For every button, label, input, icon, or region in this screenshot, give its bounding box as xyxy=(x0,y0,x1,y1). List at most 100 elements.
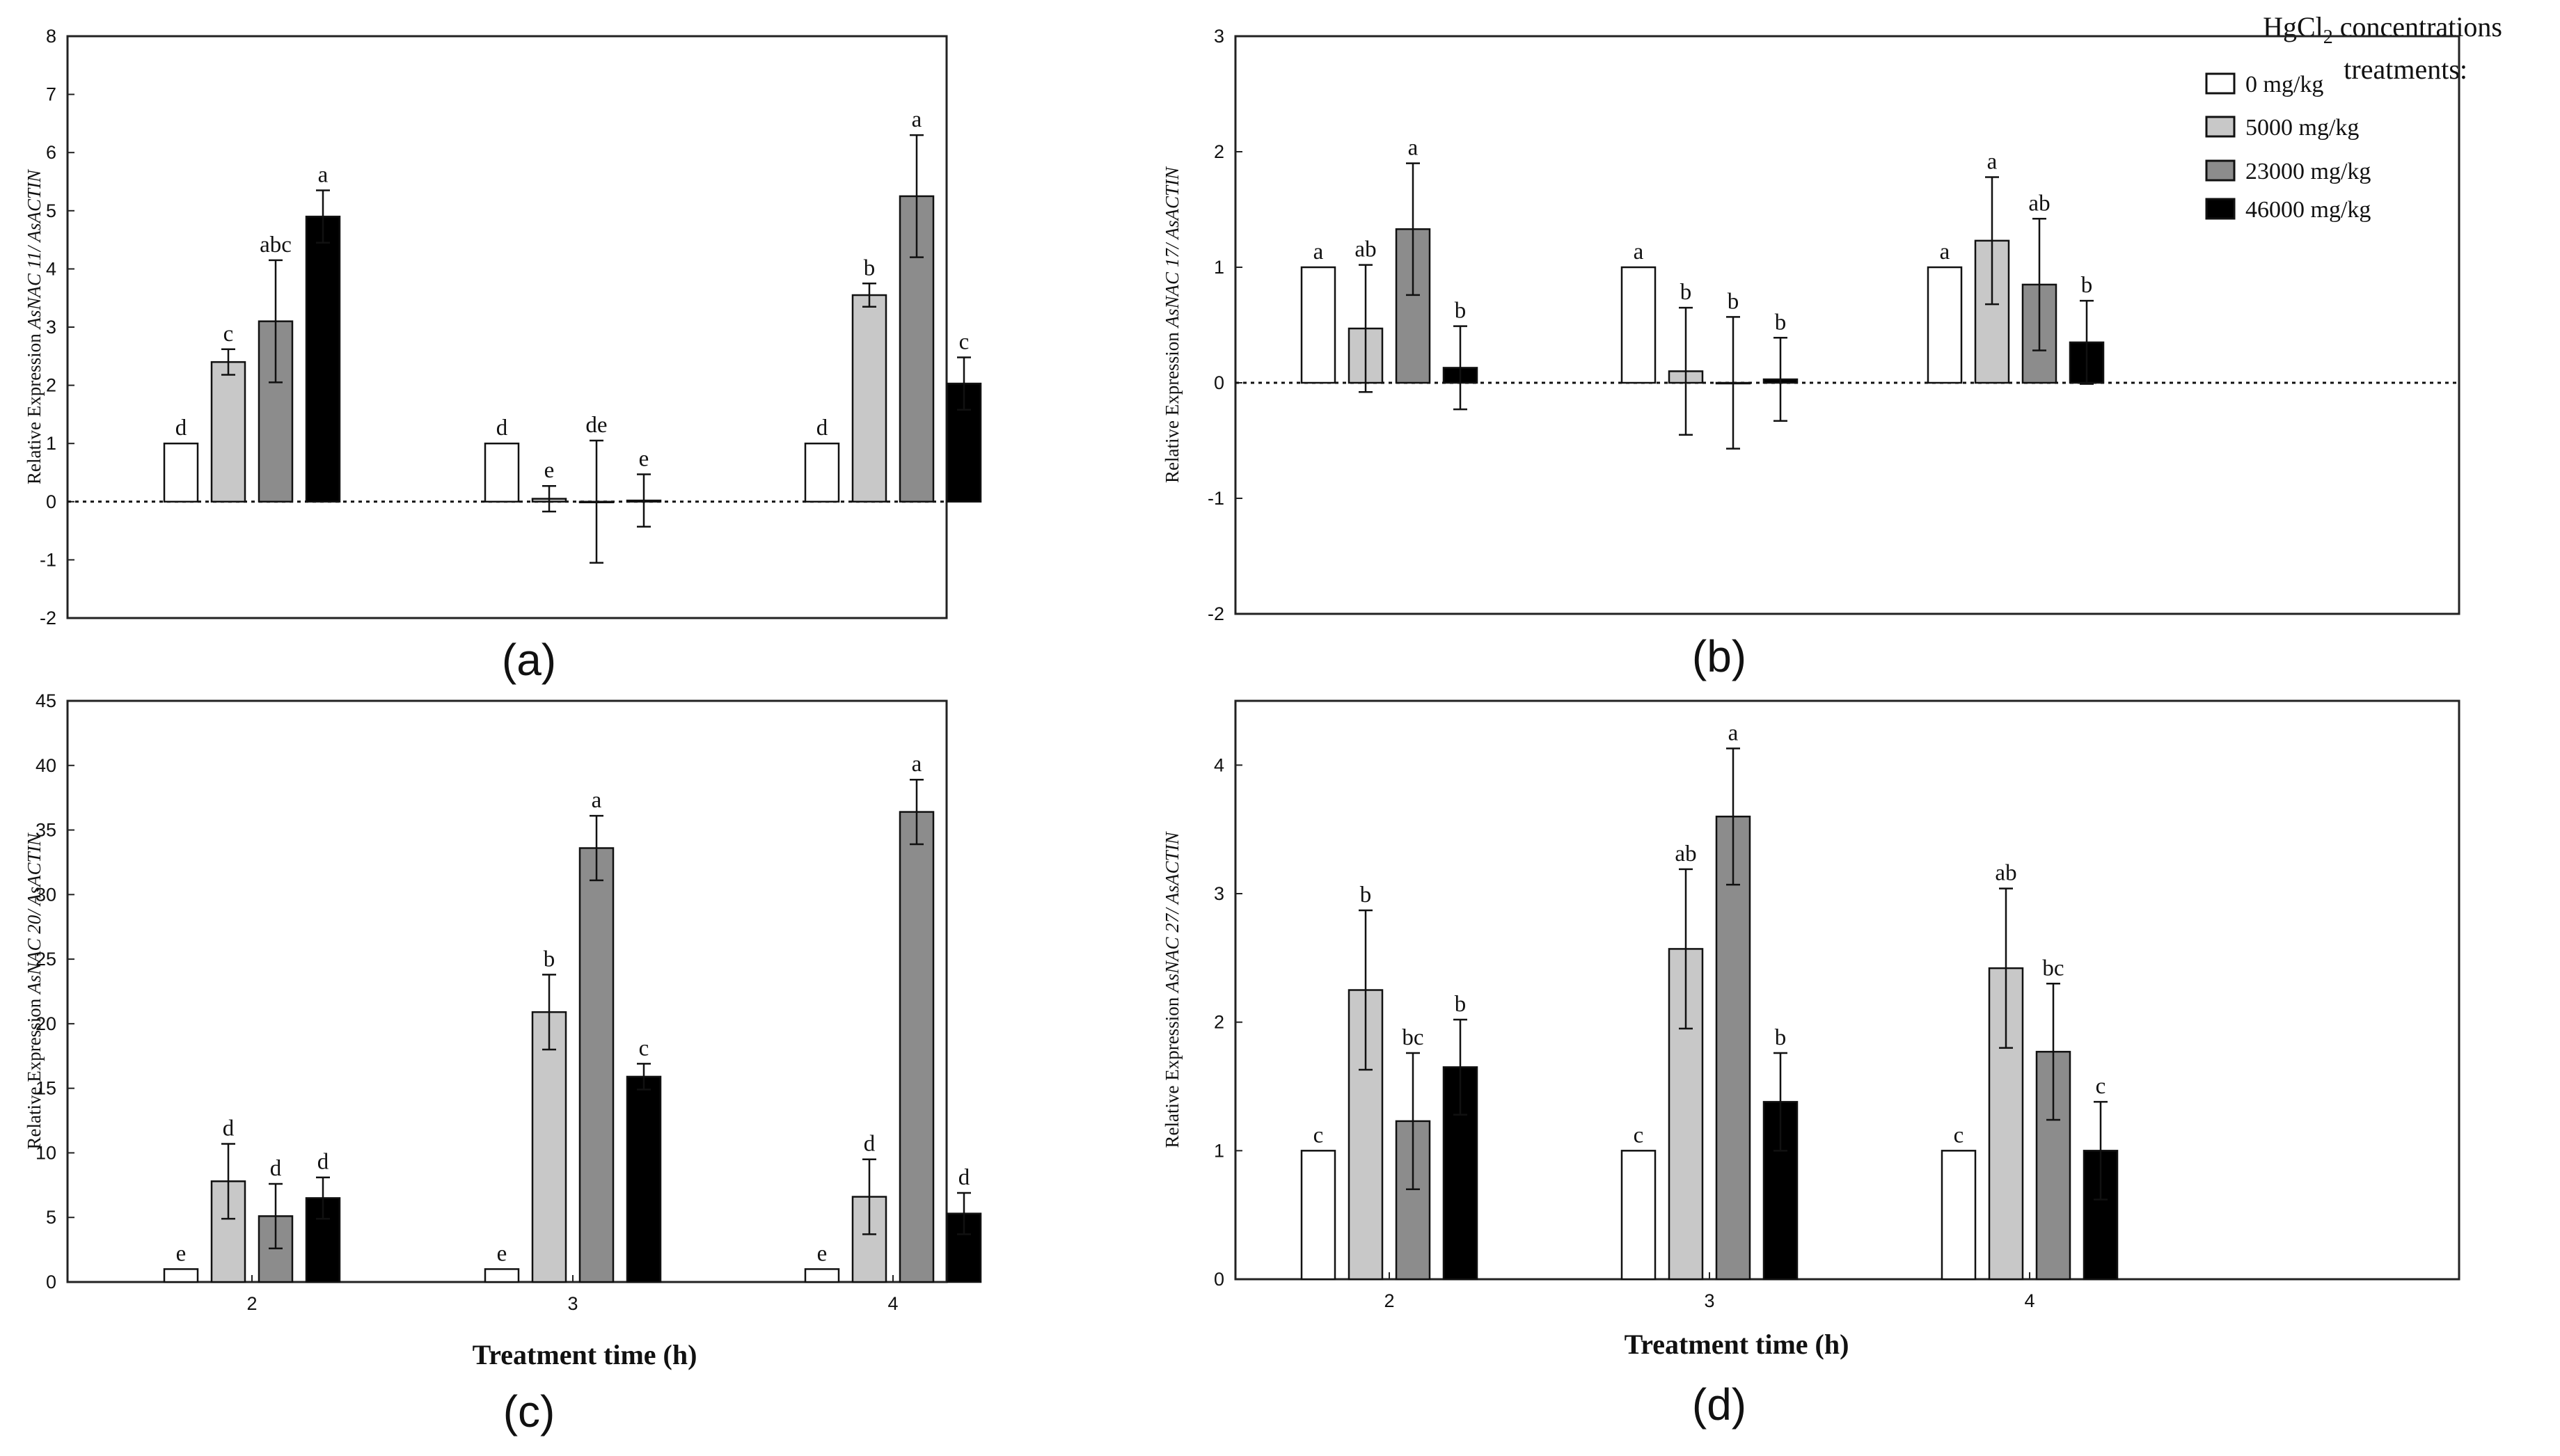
y-tick-label: -2 xyxy=(1208,603,1224,624)
significance-letter: a xyxy=(1987,150,1998,175)
significance-letter: b xyxy=(864,255,876,280)
significance-letter: ab xyxy=(1995,861,2016,886)
legend-label: 46000 mg/kg xyxy=(2245,197,2371,223)
significance-letter: e xyxy=(544,458,555,483)
chart-panel-a: -2 -1 0 1 2 3 4 5 6 7 8 Relative Expression AsNAC 1… xyxy=(24,26,982,685)
significance-letter: bc xyxy=(1402,1025,1423,1050)
y-tick-label: 1 xyxy=(1214,257,1224,278)
bar xyxy=(1300,266,1336,384)
significance-letter: a xyxy=(912,107,922,132)
significance-letter: d xyxy=(864,1132,876,1157)
bar xyxy=(1300,1150,1336,1281)
bar xyxy=(1620,1150,1657,1281)
significance-letter: d xyxy=(270,1156,282,1181)
significance-letter: b xyxy=(1728,289,1739,314)
y-tick-label: 40 xyxy=(35,755,56,776)
bar xyxy=(1927,266,1963,384)
y-tick-label: -1 xyxy=(40,549,56,570)
y-tick-label: 0 xyxy=(1214,372,1224,393)
bar xyxy=(899,811,935,1283)
legend-swatch xyxy=(2205,198,2236,220)
significance-letter: e xyxy=(497,1241,507,1266)
chart-panel-d: 0 1 2 3 4 Relative Expression AsNAC 27/ AsACT… xyxy=(1162,699,2460,1430)
y-tick-label: 2 xyxy=(1214,141,1224,162)
significance-letter: a xyxy=(1313,239,1324,264)
y-tick-label: -1 xyxy=(1208,488,1224,509)
significance-letter: d xyxy=(317,1150,329,1175)
significance-letter: a xyxy=(1728,720,1739,745)
legend-title-line2: treatments: xyxy=(2344,54,2467,85)
significance-letter: b xyxy=(1360,883,1372,908)
y-tick-label: 8 xyxy=(46,26,56,47)
panel-label: (a) xyxy=(502,635,556,685)
bar xyxy=(851,294,887,503)
x-tick-label: 3 xyxy=(1704,1290,1714,1311)
significance-letter: d xyxy=(816,416,828,441)
significance-letter: d xyxy=(175,416,187,441)
bar xyxy=(484,1268,520,1283)
significance-letter: a xyxy=(318,163,329,188)
significance-letter: c xyxy=(1954,1123,1964,1148)
significance-letter: b xyxy=(2081,273,2093,298)
y-tick-label: 3 xyxy=(46,317,56,338)
y-tick-label: 4 xyxy=(46,258,56,279)
y-tick-label: 5 xyxy=(46,200,56,221)
legend-swatch xyxy=(2205,116,2236,138)
significance-letter: c xyxy=(223,322,234,347)
significance-letter: c xyxy=(959,329,970,354)
bar xyxy=(1620,266,1657,384)
plot-frame xyxy=(1234,699,2460,1281)
y-tick-label: 2 xyxy=(1214,1012,1224,1033)
x-tick-label: 2 xyxy=(246,1293,257,1314)
significance-letter: ab xyxy=(1675,841,1696,867)
significance-letter: bc xyxy=(2042,956,2064,981)
y-axis-label: Relative Expression AsNAC 20/ AsACTIN xyxy=(24,832,45,1150)
significance-letter: ab xyxy=(2028,191,2050,216)
bar xyxy=(1715,815,1751,1281)
significance-letter: d xyxy=(496,416,508,441)
x-axis-title: Treatment time (h) xyxy=(473,1339,697,1370)
significance-letter: d xyxy=(958,1165,970,1190)
significance-letter: a xyxy=(592,788,602,813)
x-tick-label: 4 xyxy=(887,1293,898,1314)
x-tick-label: 3 xyxy=(567,1293,578,1314)
legend-label: 5000 mg/kg xyxy=(2245,115,2359,141)
significance-letter: b xyxy=(1680,280,1692,305)
y-tick-label: -2 xyxy=(40,608,56,628)
significance-letter: b xyxy=(1775,1025,1787,1050)
significance-letter: b xyxy=(544,947,555,972)
y-tick-label: 7 xyxy=(46,84,56,105)
significance-letter: b xyxy=(1455,992,1467,1017)
legend-swatch xyxy=(2205,159,2236,182)
panel-label: (d) xyxy=(1692,1379,1746,1430)
significance-letter: c xyxy=(1313,1123,1324,1148)
bar xyxy=(626,1075,662,1283)
bar xyxy=(305,215,341,503)
legend-label: 23000 mg/kg xyxy=(2245,159,2371,184)
significance-letter: ab xyxy=(1354,237,1376,262)
significance-letter: c xyxy=(2096,1074,2106,1099)
legend-label: 0 mg/kg xyxy=(2245,72,2323,97)
bar xyxy=(578,847,615,1283)
legend-swatch xyxy=(2205,72,2236,95)
significance-letter: c xyxy=(639,1036,649,1061)
y-tick-label: 45 xyxy=(35,690,56,711)
y-tick-label: 6 xyxy=(46,142,56,163)
y-axis-label: Relative Expression AsNAC 17/ AsACTIN xyxy=(1162,166,1183,483)
y-tick-label: 0 xyxy=(46,491,56,512)
y-tick-label: 15 xyxy=(35,1078,56,1099)
significance-letter: e xyxy=(817,1241,828,1266)
significance-letter: abc xyxy=(260,232,292,258)
significance-letter: b xyxy=(1455,299,1467,324)
significance-letter: de xyxy=(585,413,607,438)
chart-panel-b: -2 -1 0 1 2 3 Relative Expression AsNAC 17/ As… xyxy=(1162,26,2460,681)
y-tick-label: 25 xyxy=(35,949,56,970)
significance-letter: c xyxy=(1634,1123,1644,1148)
significance-letter: e xyxy=(639,447,649,472)
y-tick-label: 35 xyxy=(35,820,56,841)
y-tick-label: 30 xyxy=(35,884,56,905)
y-tick-label: 3 xyxy=(1214,883,1224,904)
significance-letter: a xyxy=(1940,239,1950,264)
y-tick-label: 0 xyxy=(46,1272,56,1292)
